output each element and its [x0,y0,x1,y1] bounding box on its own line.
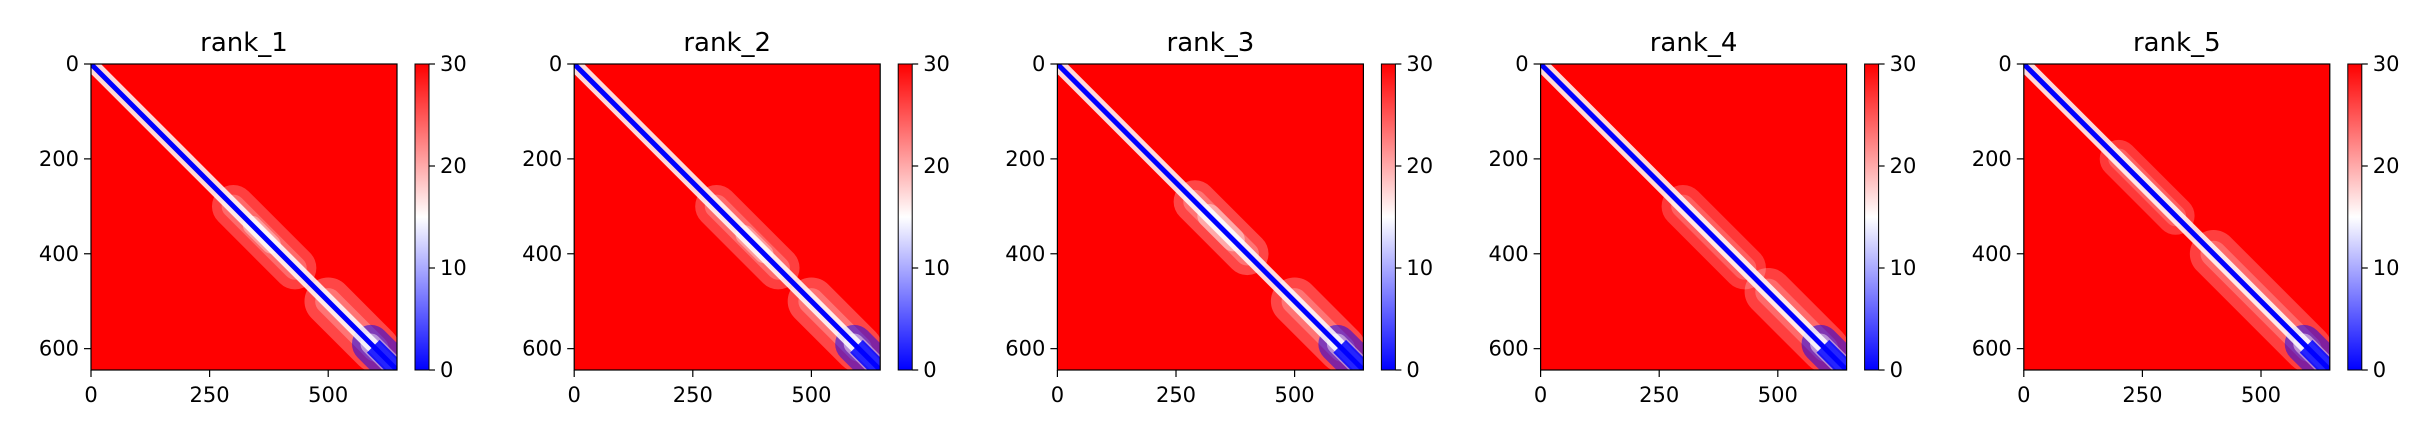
terminal-contact-block [2299,339,2330,370]
diagonal-band [1057,64,1364,370]
y-tick-label: 400 [1005,242,1045,266]
y-tick-label: 0 [66,52,79,76]
x-tick-label: 500 [2241,383,2281,407]
y-tick-label: 600 [39,337,79,361]
heatmap-title: rank_1 [200,28,288,58]
terminal-contact-block [1816,339,1847,370]
y-tick-label: 200 [1972,147,2012,171]
colorbar [897,63,913,371]
x-tick-label: 500 [1275,383,1315,407]
heatmap-title: rank_4 [1650,28,1738,58]
colorbar [2347,63,2363,371]
y-tick-label: 200 [522,147,562,171]
axes-frame [573,63,881,371]
x-tick-label: 250 [673,383,713,407]
x-tick-label: 250 [190,383,230,407]
colorbar-tick-label: 20 [440,154,467,178]
colorbar [414,63,430,371]
colorbar-tick-label: 10 [1890,256,1917,280]
colorbar-tick-label: 10 [1406,256,1433,280]
colorbar-tick-label: 0 [2373,358,2386,382]
y-tick-label: 400 [1972,242,2012,266]
colorbar-tick-label: 30 [1890,52,1917,76]
colorbar [1380,63,1396,371]
colorbar-tick-label: 20 [1890,154,1917,178]
colorbar-tick-label: 0 [1890,358,1903,382]
x-tick-label: 500 [308,383,348,407]
x-tick-label: 0 [568,383,581,407]
y-tick-label: 200 [1005,147,1045,171]
x-tick-label: 0 [1051,383,1064,407]
colorbar [1864,63,1880,371]
axes-frame [1056,63,1365,371]
y-tick-label: 600 [1972,337,2012,361]
y-tick-label: 400 [1489,242,1529,266]
y-tick-label: 600 [1005,337,1045,361]
axes-frame [90,63,398,371]
terminal-contact-block [1333,339,1364,370]
colorbar-tick-label: 0 [923,358,936,382]
colorbar-tick-label: 20 [923,154,950,178]
y-tick-label: 400 [39,242,79,266]
diagonal-band [574,64,881,370]
heatmap-title: rank_5 [2133,28,2221,58]
colorbar-tick-label: 30 [923,52,950,76]
colorbar-tick-label: 10 [440,256,467,280]
y-tick-label: 0 [1515,52,1528,76]
y-tick-label: 200 [39,147,79,171]
colorbar-tick-label: 30 [440,52,467,76]
y-tick-label: 0 [1998,52,2011,76]
x-tick-label: 250 [1156,383,1196,407]
diagonal-band [2023,64,2330,370]
y-tick-label: 200 [1489,147,1529,171]
y-tick-label: 600 [1489,337,1529,361]
diagonal-band [1540,64,1847,370]
y-tick-label: 0 [1032,52,1045,76]
x-tick-label: 250 [1639,383,1679,407]
colorbar-tick-label: 10 [923,256,950,280]
x-tick-label: 0 [1534,383,1547,407]
y-tick-label: 0 [549,52,562,76]
x-tick-label: 500 [791,383,831,407]
colorbar-tick-label: 0 [440,358,453,382]
colorbar-tick-label: 20 [1406,154,1433,178]
colorbar-tick-label: 10 [2373,256,2400,280]
axes-frame [2023,63,2331,371]
heatmap-title: rank_3 [1167,28,1255,58]
colorbar-tick-label: 30 [2373,52,2400,76]
terminal-contact-block [366,339,397,370]
heatmap-title: rank_2 [683,28,771,58]
colorbar-tick-label: 0 [1406,358,1419,382]
x-tick-label: 500 [1758,383,1798,407]
colorbar-tick-label: 30 [1406,52,1433,76]
y-tick-label: 400 [522,242,562,266]
terminal-contact-block [850,339,881,370]
x-tick-label: 0 [84,383,97,407]
axes-frame [1539,63,1848,371]
y-tick-label: 600 [522,337,562,361]
diagonal-band [91,64,397,370]
colorbar-tick-label: 20 [2373,154,2400,178]
x-tick-label: 0 [2017,383,2030,407]
x-tick-label: 250 [2122,383,2162,407]
